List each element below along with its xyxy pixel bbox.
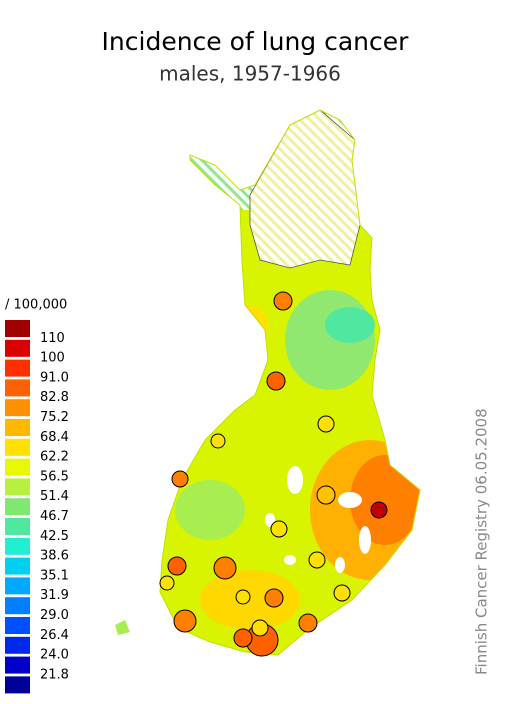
legend-swatch	[5, 458, 30, 476]
legend-swatch	[5, 339, 30, 357]
legend-label: 51.4	[40, 489, 69, 504]
legend-label: 75.2	[40, 410, 69, 425]
legend-swatch	[5, 617, 30, 634]
legend-swatch	[5, 597, 30, 615]
title: Incidence of lung cancer	[102, 27, 410, 56]
legend-label: 56.5	[40, 469, 69, 484]
legend-label: 31.9	[40, 588, 69, 603]
legend-swatch	[5, 419, 30, 436]
legend-label: 100	[40, 351, 65, 366]
legend-label: 38.6	[40, 549, 69, 564]
legend-label: 91.0	[40, 370, 69, 385]
legend-swatch	[5, 320, 30, 337]
legend-swatch	[5, 577, 30, 595]
legend-label: 35.1	[40, 568, 69, 583]
legend-swatch	[5, 636, 30, 654]
legend-swatch	[5, 478, 30, 496]
legend-label: 62.2	[40, 450, 69, 465]
legend: 110 100 91.0 82.8 75.2 68.4 62.2 56.5 51.4 46.7 42…	[5, 320, 69, 694]
legend-label: 24.0	[40, 648, 69, 663]
legend-label: 82.8	[40, 390, 69, 405]
credit: Finnish Cancer Registry 06.05.2008	[473, 408, 491, 675]
legend-swatch	[5, 676, 30, 694]
legend-label: 29.0	[40, 608, 69, 623]
legend-label: 21.8	[40, 667, 69, 682]
legend-label: 46.7	[40, 509, 69, 524]
subtitle: males, 1957-1966	[159, 62, 341, 86]
legend-swatch	[5, 557, 30, 575]
legend-swatch	[5, 399, 30, 417]
legend-label: 42.5	[40, 529, 69, 544]
legend-swatch	[5, 518, 30, 535]
finland-map	[115, 109, 421, 657]
legend-swatch	[5, 438, 30, 456]
legend-label: 26.4	[40, 628, 69, 643]
legend-label: 68.4	[40, 430, 69, 445]
legend-swatch	[5, 498, 30, 516]
legend-label: 110	[40, 331, 65, 346]
legend-swatch	[5, 537, 30, 555]
legend-swatch	[5, 656, 30, 674]
legend-swatch	[5, 359, 30, 377]
legend-unit: / 100,000	[5, 298, 67, 313]
legend-swatch	[5, 379, 30, 397]
